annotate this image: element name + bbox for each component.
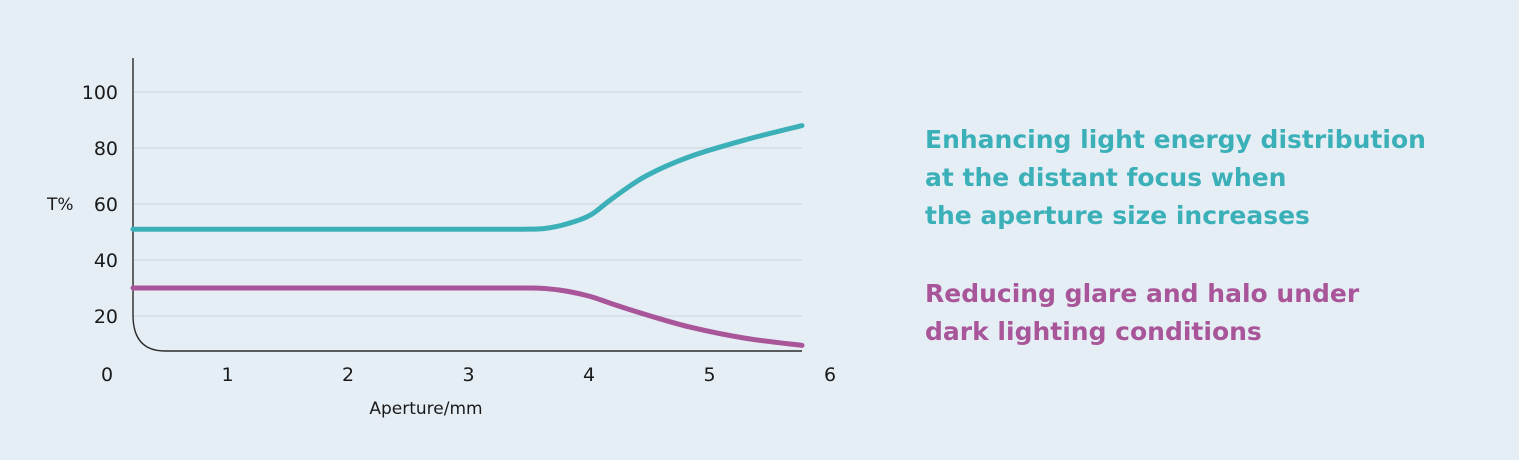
y-tick-label: 40 — [94, 250, 118, 272]
x-tick-label: 5 — [703, 364, 715, 386]
annotation-teal: Enhancing light energy distribution at t… — [925, 121, 1426, 235]
annotation-teal-line: at the distant focus when — [925, 163, 1287, 192]
x-tick-label: 4 — [583, 364, 595, 386]
y-axis-title: T% — [46, 195, 74, 215]
data-series — [130, 123, 805, 348]
x-tick-label: 0 — [101, 364, 113, 386]
annotation-teal-line: Enhancing light energy distribution — [925, 125, 1426, 154]
series-line-magenta — [130, 285, 805, 348]
y-tick-label: 80 — [94, 138, 118, 160]
annotation-magenta-line: Reducing glare and halo under — [925, 279, 1360, 308]
axis-line — [132, 58, 802, 352]
annotation-teal-line: the aperture size increases — [925, 201, 1310, 230]
x-tick-label: 2 — [342, 364, 354, 386]
line-chart: 20 40 60 80 100 0 1 2 3 4 5 6 T% Aperture/mm — [46, 58, 836, 419]
x-tick-label: 6 — [824, 364, 836, 386]
y-tick-label: 100 — [82, 82, 118, 104]
annotation-magenta-line: dark lighting conditions — [925, 317, 1262, 346]
x-tick-label: 1 — [221, 364, 233, 386]
x-axis-title: Aperture/mm — [369, 399, 482, 419]
y-tick-label: 20 — [94, 306, 118, 328]
series-line-teal — [130, 123, 805, 232]
tick-labels: 20 40 60 80 100 0 1 2 3 4 5 6 — [82, 82, 836, 386]
annotation-magenta: Reducing glare and halo under dark light… — [925, 275, 1359, 351]
x-tick-label: 3 — [462, 364, 474, 386]
axes — [132, 58, 802, 352]
grid-lines — [133, 91, 802, 317]
y-tick-label: 60 — [94, 194, 118, 216]
